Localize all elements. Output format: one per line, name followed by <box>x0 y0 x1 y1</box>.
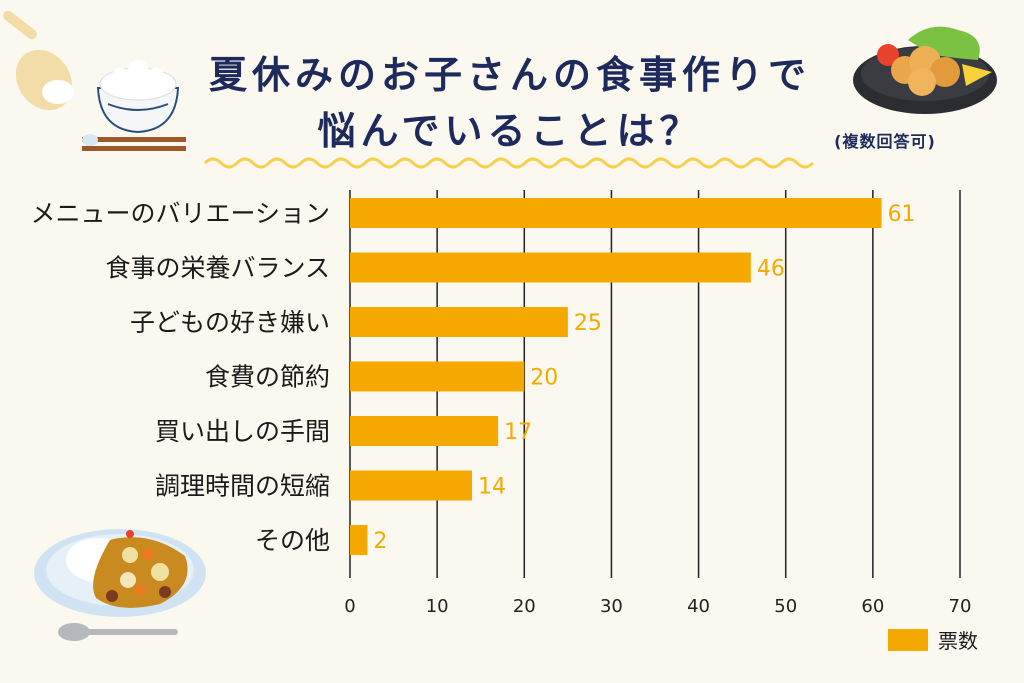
chart-title-line1: 夏休みのお子さんの食事作りで <box>208 53 811 97</box>
rice-bowl-illustration <box>3 10 186 151</box>
wavy-divider <box>203 157 815 169</box>
bar <box>350 525 368 555</box>
legend-label: 票数 <box>938 629 978 653</box>
x-tick-label: 60 <box>861 596 884 617</box>
multiple-answers-note: (複数回答可) <box>834 132 936 151</box>
category-label: 買い出しの手間 <box>155 417 330 446</box>
category-label: メニューのバリエーション <box>30 199 330 228</box>
bars-group <box>350 198 882 555</box>
bar <box>350 361 525 392</box>
legend-swatch <box>888 629 928 651</box>
value-label: 61 <box>888 202 916 227</box>
value-label: 2 <box>373 529 387 554</box>
bar <box>350 307 568 337</box>
chart-title-line2: 悩んでいることは？ <box>317 109 703 153</box>
category-label: 食費の節約 <box>205 363 330 392</box>
value-label: 14 <box>478 475 506 500</box>
category-label: 食事の栄養バランス <box>105 254 330 283</box>
category-labels: メニューのバリエーション食事の栄養バランス子どもの好き嫌い食費の節約買い出しの手… <box>30 199 330 555</box>
bar <box>350 470 472 501</box>
value-label: 46 <box>757 257 785 282</box>
x-tick-label: 0 <box>344 596 355 617</box>
x-tick-labels: 0 10 20 30 40 50 60 70 <box>344 596 971 617</box>
bar <box>350 416 499 446</box>
x-tick-label: 70 <box>949 596 972 617</box>
value-labels: 61 46 25 20 17 14 2 <box>373 202 915 554</box>
bar <box>350 252 751 283</box>
x-tick-label: 40 <box>687 596 710 617</box>
fried-chicken-plate-illustration <box>853 26 997 114</box>
legend: 票数 <box>888 629 978 653</box>
category-label: その他 <box>255 526 330 555</box>
x-tick-label: 10 <box>426 596 449 617</box>
x-tick-label: 30 <box>600 596 623 617</box>
value-label: 20 <box>530 366 558 391</box>
bar <box>350 198 882 228</box>
category-label: 調理時間の短縮 <box>155 472 330 501</box>
value-label: 17 <box>504 420 532 445</box>
curry-plate-illustration <box>34 529 206 641</box>
x-tick-label: 50 <box>774 596 797 617</box>
x-tick-label: 20 <box>513 596 536 617</box>
value-label: 25 <box>574 311 602 336</box>
category-label: 子どもの好き嫌い <box>130 308 330 337</box>
